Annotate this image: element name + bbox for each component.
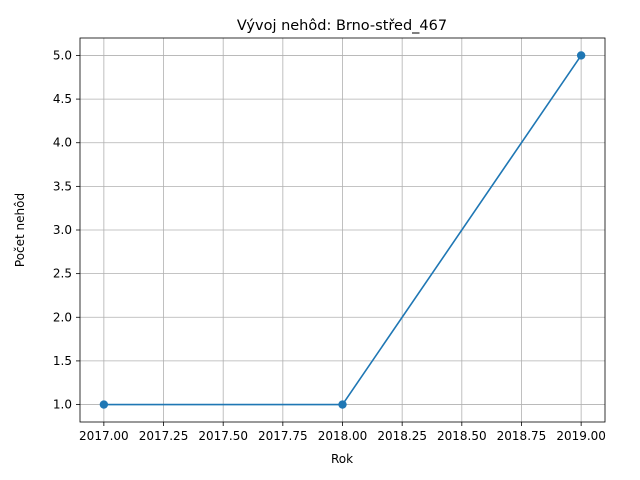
y-tick-label: 3.0 (53, 223, 72, 237)
x-axis-label: Rok (331, 452, 353, 466)
x-tick-label: 2018.75 (497, 429, 547, 443)
x-tick-label: 2018.00 (318, 429, 368, 443)
x-tick-label: 2019.00 (556, 429, 606, 443)
chart-title: Vývoj nehôd: Brno-střed_467 (237, 18, 447, 34)
y-tick-label: 5.0 (53, 48, 72, 62)
y-tick-label: 2.5 (53, 267, 72, 281)
y-tick-label: 2.0 (53, 310, 72, 324)
x-tick-label: 2018.50 (437, 429, 487, 443)
y-axis: 1.0 1.5 2.0 2.5 3.0 3.5 4.0 4.5 5.0 (53, 48, 80, 412)
x-tick-label: 2018.25 (377, 429, 427, 443)
y-tick-label: 4.0 (53, 136, 72, 150)
y-tick-label: 1.0 (53, 398, 72, 412)
x-tick-label: 2017.25 (139, 429, 189, 443)
x-tick-label: 2017.50 (198, 429, 248, 443)
x-tick-label: 2017.00 (79, 429, 129, 443)
grid (80, 38, 605, 422)
y-axis-label: Počet nehôd (13, 193, 27, 267)
series-layer (99, 51, 586, 409)
data-point (576, 51, 586, 60)
y-tick-label: 4.5 (53, 92, 72, 106)
y-tick-label: 1.5 (53, 354, 72, 368)
x-axis: 2017.00 2017.25 2017.50 2017.75 2018.00 2018.… (79, 422, 606, 443)
y-tick-label: 3.5 (53, 179, 72, 193)
data-point (338, 400, 347, 409)
x-tick-label: 2017.75 (258, 429, 308, 443)
data-point (99, 400, 109, 409)
